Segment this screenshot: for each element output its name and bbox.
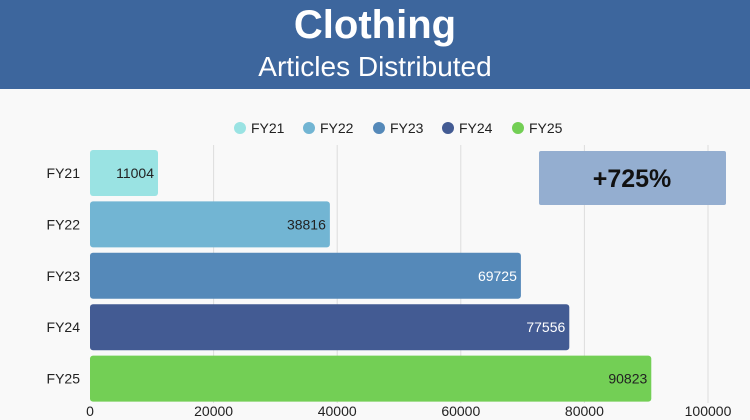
legend-label: FY23 [390,120,424,136]
legend-label: FY24 [459,120,493,136]
x-tick-label: 0 [86,403,94,419]
x-tick-label: 40000 [318,403,357,419]
legend-marker [234,122,246,134]
bar-value-label: 69725 [478,268,517,284]
chart-header: Clothing Articles Distributed [0,0,750,89]
bar [90,150,159,196]
bar [90,355,652,402]
bar-value-label: 38816 [287,216,326,232]
legend-marker [303,122,315,134]
x-tick-label: 80000 [565,403,604,419]
chart-title: Clothing [293,3,457,47]
legend-label: FY25 [529,120,563,136]
bar-value-label: 90823 [608,371,647,387]
x-tick-label: 60000 [441,403,480,419]
annotation-box [539,151,726,205]
bar [90,252,521,299]
y-category-label: FY22 [47,216,81,232]
legend-marker [373,122,385,134]
legend-marker [512,122,524,134]
x-tick-label: 20000 [194,403,233,419]
bar [90,304,570,351]
y-category-label: FY21 [47,165,81,181]
annotation-text: +725% [593,165,672,193]
chart-subtitle: Articles Distributed [258,51,492,82]
legend-marker [442,122,454,134]
legend-label: FY22 [320,120,354,136]
y-category-label: FY24 [47,319,81,335]
bar-value-label: 77556 [526,319,565,335]
y-category-label: FY25 [47,371,81,387]
x-tick-label: 100000 [685,403,732,419]
y-category-label: FY23 [47,268,81,284]
bar [90,201,330,248]
bar-chart: 0 20000 40000 60000 80000 100000 FY21 FY22 FY23 F… [47,120,732,419]
bar-value-label: 11004 [116,165,154,181]
legend-label: FY21 [251,120,285,136]
